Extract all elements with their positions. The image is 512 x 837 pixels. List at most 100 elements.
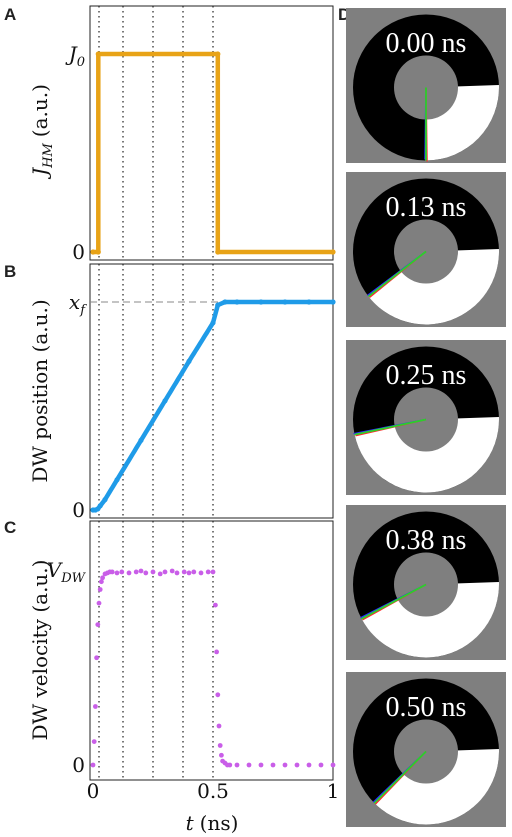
- panel-a-ylabel: JHM (a.u.): [28, 84, 56, 180]
- panel-c-data-point: [227, 762, 233, 768]
- panel-c-data-point: [186, 570, 192, 576]
- ytick-main: 0: [72, 240, 85, 264]
- panel-c-data-point: [162, 569, 168, 575]
- panel-c-data-point: [246, 762, 252, 768]
- panel-b-data-point: [215, 302, 221, 308]
- panel-c-data-point: [157, 571, 163, 577]
- snapshot-panel: 0.25 ns: [346, 340, 506, 495]
- data-series: [90, 51, 336, 768]
- panel-b-data-point: [330, 299, 336, 305]
- panel-c-data-point: [198, 570, 204, 576]
- panel-d-snapshots: 0.00 ns 0.13 ns 0.25 ns 0.38 ns 0.50 ns: [346, 8, 506, 827]
- panel-c-xtick-label: 0: [87, 779, 100, 803]
- panel-c-data-point: [234, 762, 240, 768]
- panel-b-data-point: [186, 358, 192, 364]
- panel-c-data-point: [258, 762, 264, 768]
- panel-c-ytick-label: 0: [72, 753, 85, 777]
- domain-wall-green-line: [354, 418, 427, 436]
- snapshot-time-label: 0.00 ns: [386, 28, 467, 59]
- panel-c-data-point: [318, 762, 324, 768]
- panel-c-data-point: [306, 762, 312, 768]
- panel-c-data-point: [119, 569, 125, 575]
- panel-c-data-point: [330, 762, 336, 768]
- snapshot-panel: 0.00 ns: [346, 8, 506, 163]
- panel-b-ytick-label: xf: [69, 290, 87, 318]
- panel-a-ytick-label: J0: [65, 42, 85, 70]
- panel-c-data-point: [282, 762, 288, 768]
- panel-c-data-point: [143, 570, 149, 576]
- snapshot-time-label: 0.25 ns: [386, 360, 467, 391]
- panel-c-ytick-label: VDW: [47, 558, 87, 586]
- ytick-main: V: [47, 558, 64, 582]
- panel-c-data-point: [100, 575, 105, 581]
- ytick-sub: f: [79, 303, 87, 318]
- panel-c-data-point: [214, 649, 220, 655]
- domain-wall-green-line: [373, 750, 427, 804]
- panel-b-data-point: [306, 299, 312, 305]
- panel-a-data-point: [215, 51, 221, 57]
- panel-b-data-point: [162, 398, 168, 404]
- panel-c-frame: [89, 520, 334, 781]
- panel-a-data-point: [95, 51, 101, 57]
- panel-c-data-point: [169, 568, 175, 574]
- panel-a-ylabel-units: (a.u.): [28, 84, 52, 137]
- panel-c-data-point: [138, 568, 144, 574]
- panel-c-data-point: [219, 752, 224, 758]
- panel-c-data-point: [181, 569, 187, 575]
- panel-b-data-point: [138, 437, 144, 443]
- panel-b-data-point: [114, 477, 120, 483]
- ytick-main: 0: [72, 753, 85, 777]
- panel-c-data-point: [270, 762, 276, 768]
- panel-b-frame: [89, 263, 334, 519]
- panel-c-xtick-label: 0.5: [197, 779, 229, 803]
- panel-c-data-point: [213, 602, 218, 608]
- panel-b-data-point: [210, 320, 216, 326]
- panel-b-ytick-label: 0: [72, 498, 85, 522]
- panel-c-data-point: [133, 569, 139, 575]
- panel-c-xtick-label: 1: [327, 779, 340, 803]
- ring-white-domain: [374, 748, 499, 825]
- ytick-sub: 0: [77, 55, 85, 70]
- panel-b-data-point: [234, 299, 240, 305]
- panel-a-data-point: [215, 249, 221, 255]
- panel-c-data-point: [97, 587, 103, 592]
- panel-b-series-line: [90, 299, 336, 513]
- snapshot-panel: 0.50 ns: [346, 672, 506, 827]
- panel-a-series-line: [90, 51, 336, 255]
- panel-b-data-point: [282, 299, 288, 305]
- panel-c-data-point: [93, 704, 98, 709]
- panel-b-ylabel: DW position (a.u.): [28, 299, 52, 482]
- panel-a-ylabel-sub: HM: [41, 143, 56, 169]
- panel-b-data-point: [222, 299, 228, 305]
- panel-a-data-point: [90, 249, 96, 255]
- panel-c-data-point: [109, 569, 115, 575]
- panel-letter-c: C: [4, 518, 16, 537]
- panel-c-data-point: [126, 570, 132, 576]
- panel-a-ytick-label: 0: [72, 240, 85, 264]
- panel-c-data-point: [205, 569, 211, 575]
- ring-white-domain: [368, 248, 499, 325]
- panel-letter-b: B: [4, 262, 16, 281]
- panel-b-data-point: [102, 497, 108, 503]
- panel-c-data-point: [94, 655, 99, 661]
- snapshot-panel: 0.38 ns: [346, 505, 506, 660]
- panel-c-ylabel: DW velocity (a.u.): [28, 560, 52, 741]
- panel-c-data-point: [217, 743, 223, 748]
- panel-c-data-point: [90, 762, 96, 768]
- snapshot-panel: 0.13 ns: [346, 172, 506, 327]
- panel-c-data-point: [191, 569, 197, 575]
- domain-wall-green-line: [367, 250, 427, 298]
- panel-c-data-point: [91, 739, 97, 744]
- panel-c-data-point: [210, 569, 216, 575]
- snapshot-time-label: 0.50 ns: [386, 692, 467, 723]
- panel-c-data-point: [174, 570, 180, 576]
- panel-letter-a: A: [4, 5, 16, 24]
- ytick-main: J: [65, 42, 78, 66]
- panel-b-data-point: [258, 299, 264, 305]
- panel-c-data-point: [95, 622, 101, 627]
- ring-white-domain: [354, 416, 499, 493]
- ytick-sub: DW: [60, 571, 86, 586]
- panel-c-xlabel: t (ns): [186, 811, 239, 835]
- panel-b-data-point: [97, 503, 103, 509]
